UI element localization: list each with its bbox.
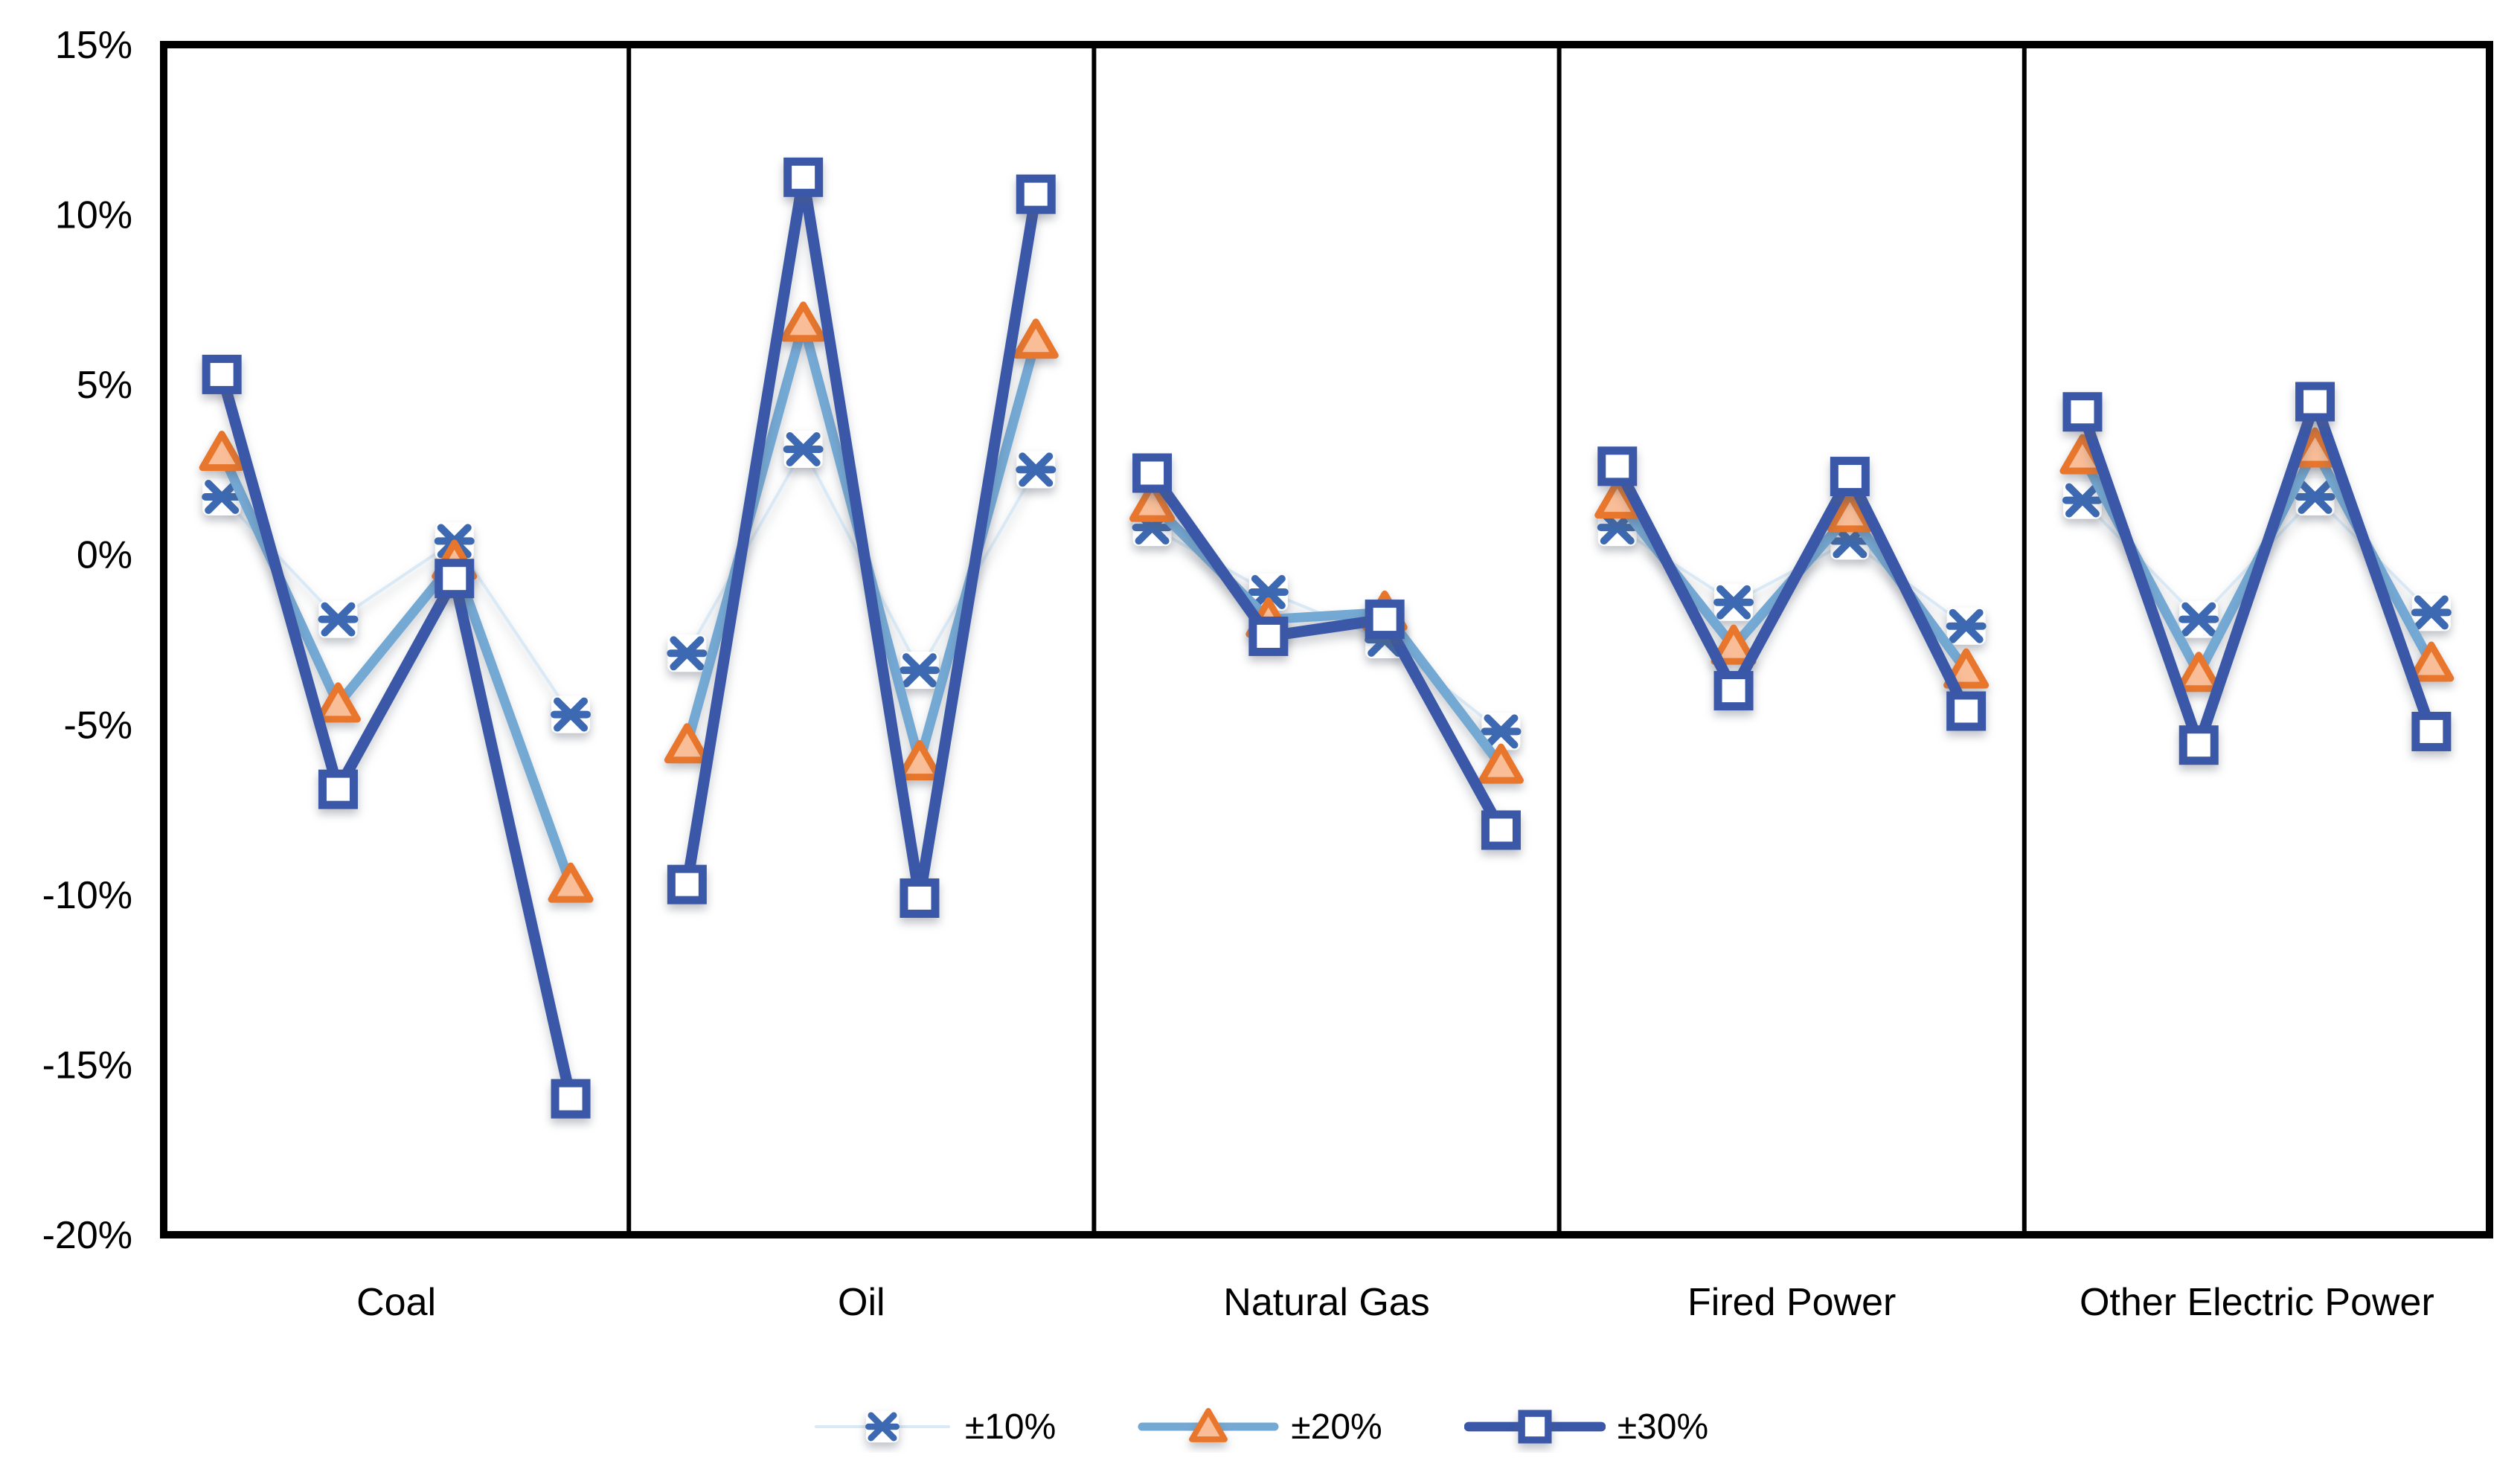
marker-series-0-panel-2-point-1 <box>1248 573 1289 611</box>
series-1 <box>199 301 2455 903</box>
series-2-panel-3-line <box>1612 460 1972 717</box>
legend-item-plus-minus-30: ±30% <box>1463 1401 1709 1453</box>
marker-series-2-panel-0-point-2 <box>435 559 475 599</box>
marker-series-2-panel-2-point-0 <box>1132 453 1173 493</box>
marker-series-2-panel-1-point-2 <box>900 878 940 918</box>
marker-series-2-panel-3-point-1 <box>1713 671 1754 711</box>
y-tick-label-0: 0% <box>77 534 132 577</box>
series-2 <box>202 157 2452 1119</box>
marker-series-0-panel-3-point-3 <box>1946 607 1987 645</box>
marker-series-1-panel-1-point-0 <box>664 723 710 764</box>
marker-series-0-panel-1-point-3 <box>1016 451 1057 489</box>
y-tick-label--10: -10% <box>42 874 132 917</box>
marker-series-2-panel-3-point-0 <box>1597 446 1638 486</box>
legend-label-plus-minus-20: ±20% <box>1291 1407 1382 1447</box>
legend-swatch-triangle-icon <box>1138 1407 1279 1442</box>
plot-border <box>160 41 2493 1238</box>
series-0 <box>202 431 2452 751</box>
marker-series-1-panel-2-point-0 <box>1129 481 1176 522</box>
legend-marker-square-icon <box>1518 1410 1552 1444</box>
marker-series-0-panel-2-point-3 <box>1481 713 1522 751</box>
marker-series-1-panel-0-point-3 <box>548 862 594 903</box>
marker-series-0-panel-0-point-1 <box>318 600 359 638</box>
series-2-panel-1-line <box>681 171 1042 904</box>
marker-series-2-panel-4-point-3 <box>2411 711 2452 751</box>
marker-series-2-panel-3-point-3 <box>1946 691 1987 731</box>
marker-series-0-panel-1-point-2 <box>899 652 940 690</box>
marker-series-2-panel-0-point-1 <box>318 769 358 809</box>
marker-series-2-panel-4-point-2 <box>2295 382 2335 422</box>
marker-series-1-panel-3-point-1 <box>1711 624 1757 665</box>
category-label-natural-gas: Natural Gas <box>1223 1281 1429 1324</box>
marker-series-2-panel-1-point-1 <box>783 157 824 197</box>
chart-legend: ±10% ±20% ±30% <box>0 1401 2520 1453</box>
y-tick-label--20: -20% <box>42 1214 132 1257</box>
marker-series-2-panel-0-point-0 <box>202 354 242 394</box>
marker-series-1-panel-3-point-2 <box>1827 492 1873 533</box>
legend-item-plus-minus-20: ±20% <box>1138 1401 1382 1453</box>
marker-series-2-panel-3-point-2 <box>1830 457 1870 497</box>
marker-series-1-panel-3-point-0 <box>1594 478 1641 519</box>
marker-series-1-panel-1-point-3 <box>1013 318 1059 359</box>
marker-series-0-panel-4-point-1 <box>2178 600 2219 638</box>
marker-series-1-panel-4-point-1 <box>2176 652 2222 693</box>
legend-label-plus-minus-30: ±30% <box>1617 1407 1709 1447</box>
marker-series-1-panel-3-point-3 <box>1943 648 1990 689</box>
series-2-panel-0-line <box>216 368 577 1105</box>
marker-series-2-panel-4-point-0 <box>2062 392 2103 432</box>
marker-series-0-panel-4-point-3 <box>2411 594 2452 632</box>
marker-series-0-panel-4-point-2 <box>2295 478 2335 515</box>
marker-series-1-panel-4-point-3 <box>2408 641 2455 682</box>
marker-series-1-panel-1-point-2 <box>897 740 943 781</box>
y-tick-label--15: -15% <box>42 1044 132 1087</box>
marker-series-2-panel-2-point-3 <box>1481 810 1521 850</box>
y-tick-label-15: 15% <box>55 24 132 67</box>
series-2-panel-2-line <box>1147 467 1507 836</box>
marker-series-0-panel-0-point-3 <box>551 695 591 733</box>
marker-series-1-panel-1-point-1 <box>780 301 827 342</box>
category-label-oil: Oil <box>838 1281 885 1324</box>
legend-marker-asterisk-icon <box>865 1410 900 1443</box>
marker-series-2-panel-1-point-3 <box>1016 174 1056 214</box>
category-label-coal: Coal <box>356 1281 436 1324</box>
y-tick-label-10: 10% <box>55 194 132 237</box>
marker-series-2-panel-2-point-2 <box>1365 600 1405 640</box>
marker-series-1-panel-2-point-3 <box>1478 743 1524 784</box>
marker-series-0-panel-1-point-0 <box>667 634 708 672</box>
series-2-panel-4-line <box>2077 396 2437 751</box>
marker-series-0-panel-3-point-1 <box>1713 583 1754 621</box>
marker-series-2-panel-1-point-0 <box>667 864 707 905</box>
marker-series-1-panel-0-point-1 <box>315 682 361 723</box>
legend-label-plus-minus-10: ±10% <box>964 1407 1057 1447</box>
legend-item-plus-minus-10: ±10% <box>812 1401 1056 1453</box>
marker-series-2-panel-4-point-1 <box>2178 725 2219 765</box>
y-tick-label--5: -5% <box>64 704 132 747</box>
legend-marker-triangle-icon <box>1189 1407 1228 1442</box>
marker-series-0-panel-0-point-0 <box>202 478 243 515</box>
marker-series-0-panel-4-point-0 <box>2062 481 2103 519</box>
marker-series-2-panel-2-point-1 <box>1248 616 1289 656</box>
legend-swatch-asterisk-icon <box>814 1410 950 1443</box>
marker-series-0-panel-1-point-1 <box>783 431 824 468</box>
legend-swatch-square-icon <box>1463 1410 1606 1444</box>
series-1-panel-0-line <box>217 448 576 890</box>
y-tick-label-5: 5% <box>77 364 132 407</box>
category-label-fired-power: Fired Power <box>1687 1281 1896 1324</box>
marker-series-1-panel-0-point-0 <box>199 431 245 472</box>
series-0-panel-0-line <box>220 495 573 716</box>
marker-series-2-panel-0-point-3 <box>551 1079 591 1119</box>
category-label-other-electric-power: Other Electric Power <box>2080 1281 2434 1324</box>
